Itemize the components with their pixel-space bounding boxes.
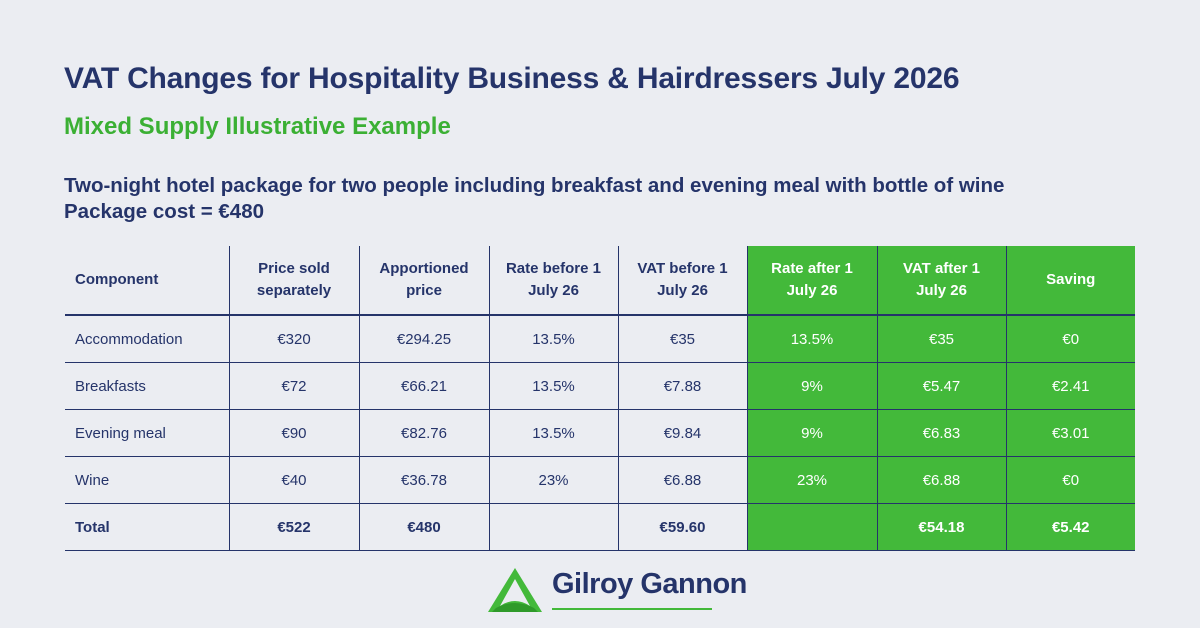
cell-apportioned-price: €36.78 xyxy=(358,456,489,504)
column-header-rate-before: Rate before 1 July 26 xyxy=(488,246,618,316)
cell-saving: €3.01 xyxy=(1005,409,1135,457)
cell-component: Accommodation xyxy=(65,315,229,363)
cell-vat-before: €9.84 xyxy=(617,409,747,457)
cell-rate-after xyxy=(746,503,877,551)
table-total-row: Total €522 €480 €59.60 €54.18 €5.42 xyxy=(65,503,1135,551)
cell-price-sold-separately: €320 xyxy=(228,315,359,363)
table-row: Evening meal €90 €82.76 13.5% €9.84 9% €… xyxy=(65,409,1135,457)
cell-component: Wine xyxy=(65,456,229,504)
cell-vat-after: €35 xyxy=(876,315,1006,363)
cell-apportioned-price: €82.76 xyxy=(358,409,489,457)
cell-price-sold-separately: €72 xyxy=(228,362,359,410)
cell-vat-before: €59.60 xyxy=(617,503,747,551)
table-header-row: Component Price sold separately Apportion… xyxy=(65,246,1135,316)
page-title: VAT Changes for Hospitality Business & H… xyxy=(64,62,960,95)
column-header-apportioned-price: Apportioned price xyxy=(358,246,489,316)
cell-component: Evening meal xyxy=(65,409,229,457)
cell-saving: €5.42 xyxy=(1005,503,1135,551)
cell-apportioned-price: €480 xyxy=(358,503,489,551)
logo-wordmark: Gilroy Gannon xyxy=(552,568,747,600)
cell-component: Breakfasts xyxy=(65,362,229,410)
logo-underline xyxy=(552,608,712,610)
column-header-price-sold-separately: Price sold separately xyxy=(228,246,359,316)
cell-vat-before: €7.88 xyxy=(617,362,747,410)
vat-comparison-table: Component Price sold separately Apportion… xyxy=(65,246,1135,551)
cell-saving: €0 xyxy=(1005,315,1135,363)
package-description-line: Two-night hotel package for two people i… xyxy=(64,174,1005,197)
company-logo: Gilroy Gannon xyxy=(486,562,747,616)
cell-saving: €2.41 xyxy=(1005,362,1135,410)
cell-apportioned-price: €66.21 xyxy=(358,362,489,410)
table-row: Accommodation €320 €294.25 13.5% €35 13.… xyxy=(65,315,1135,363)
column-header-rate-after: Rate after 1 July 26 xyxy=(746,246,877,316)
cell-rate-before: 13.5% xyxy=(488,409,618,457)
table-row: Breakfasts €72 €66.21 13.5% €7.88 9% €5.… xyxy=(65,362,1135,410)
cell-vat-after: €6.88 xyxy=(876,456,1006,504)
cell-apportioned-price: €294.25 xyxy=(358,315,489,363)
package-cost: Package cost = €480 xyxy=(64,200,265,223)
triangle-logo-icon xyxy=(488,568,542,612)
cell-price-sold-separately: €522 xyxy=(228,503,359,551)
cell-vat-after: €6.83 xyxy=(876,409,1006,457)
table-row: Wine €40 €36.78 23% €6.88 23% €6.88 €0 xyxy=(65,456,1135,504)
column-header-saving: Saving xyxy=(1005,246,1135,316)
column-header-vat-after: VAT after 1 July 26 xyxy=(876,246,1006,316)
cell-vat-before: €6.88 xyxy=(617,456,747,504)
cell-rate-before: 13.5% xyxy=(488,362,618,410)
cell-rate-after: 23% xyxy=(746,456,877,504)
cell-saving: €0 xyxy=(1005,456,1135,504)
column-header-component: Component xyxy=(65,246,229,316)
cell-vat-before: €35 xyxy=(617,315,747,363)
cell-rate-after: 13.5% xyxy=(746,315,877,363)
package-description: Two-night hotel package for two people i… xyxy=(64,173,1004,225)
cell-rate-before: 23% xyxy=(488,456,618,504)
cell-vat-after: €54.18 xyxy=(876,503,1006,551)
cell-component: Total xyxy=(65,503,229,551)
cell-rate-before xyxy=(488,503,618,551)
cell-vat-after: €5.47 xyxy=(876,362,1006,410)
cell-rate-before: 13.5% xyxy=(488,315,618,363)
cell-price-sold-separately: €40 xyxy=(228,456,359,504)
cell-rate-after: 9% xyxy=(746,409,877,457)
column-header-vat-before: VAT before 1 July 26 xyxy=(617,246,747,316)
page-subtitle: Mixed Supply Illustrative Example xyxy=(64,113,451,140)
cell-price-sold-separately: €90 xyxy=(228,409,359,457)
cell-rate-after: 9% xyxy=(746,362,877,410)
